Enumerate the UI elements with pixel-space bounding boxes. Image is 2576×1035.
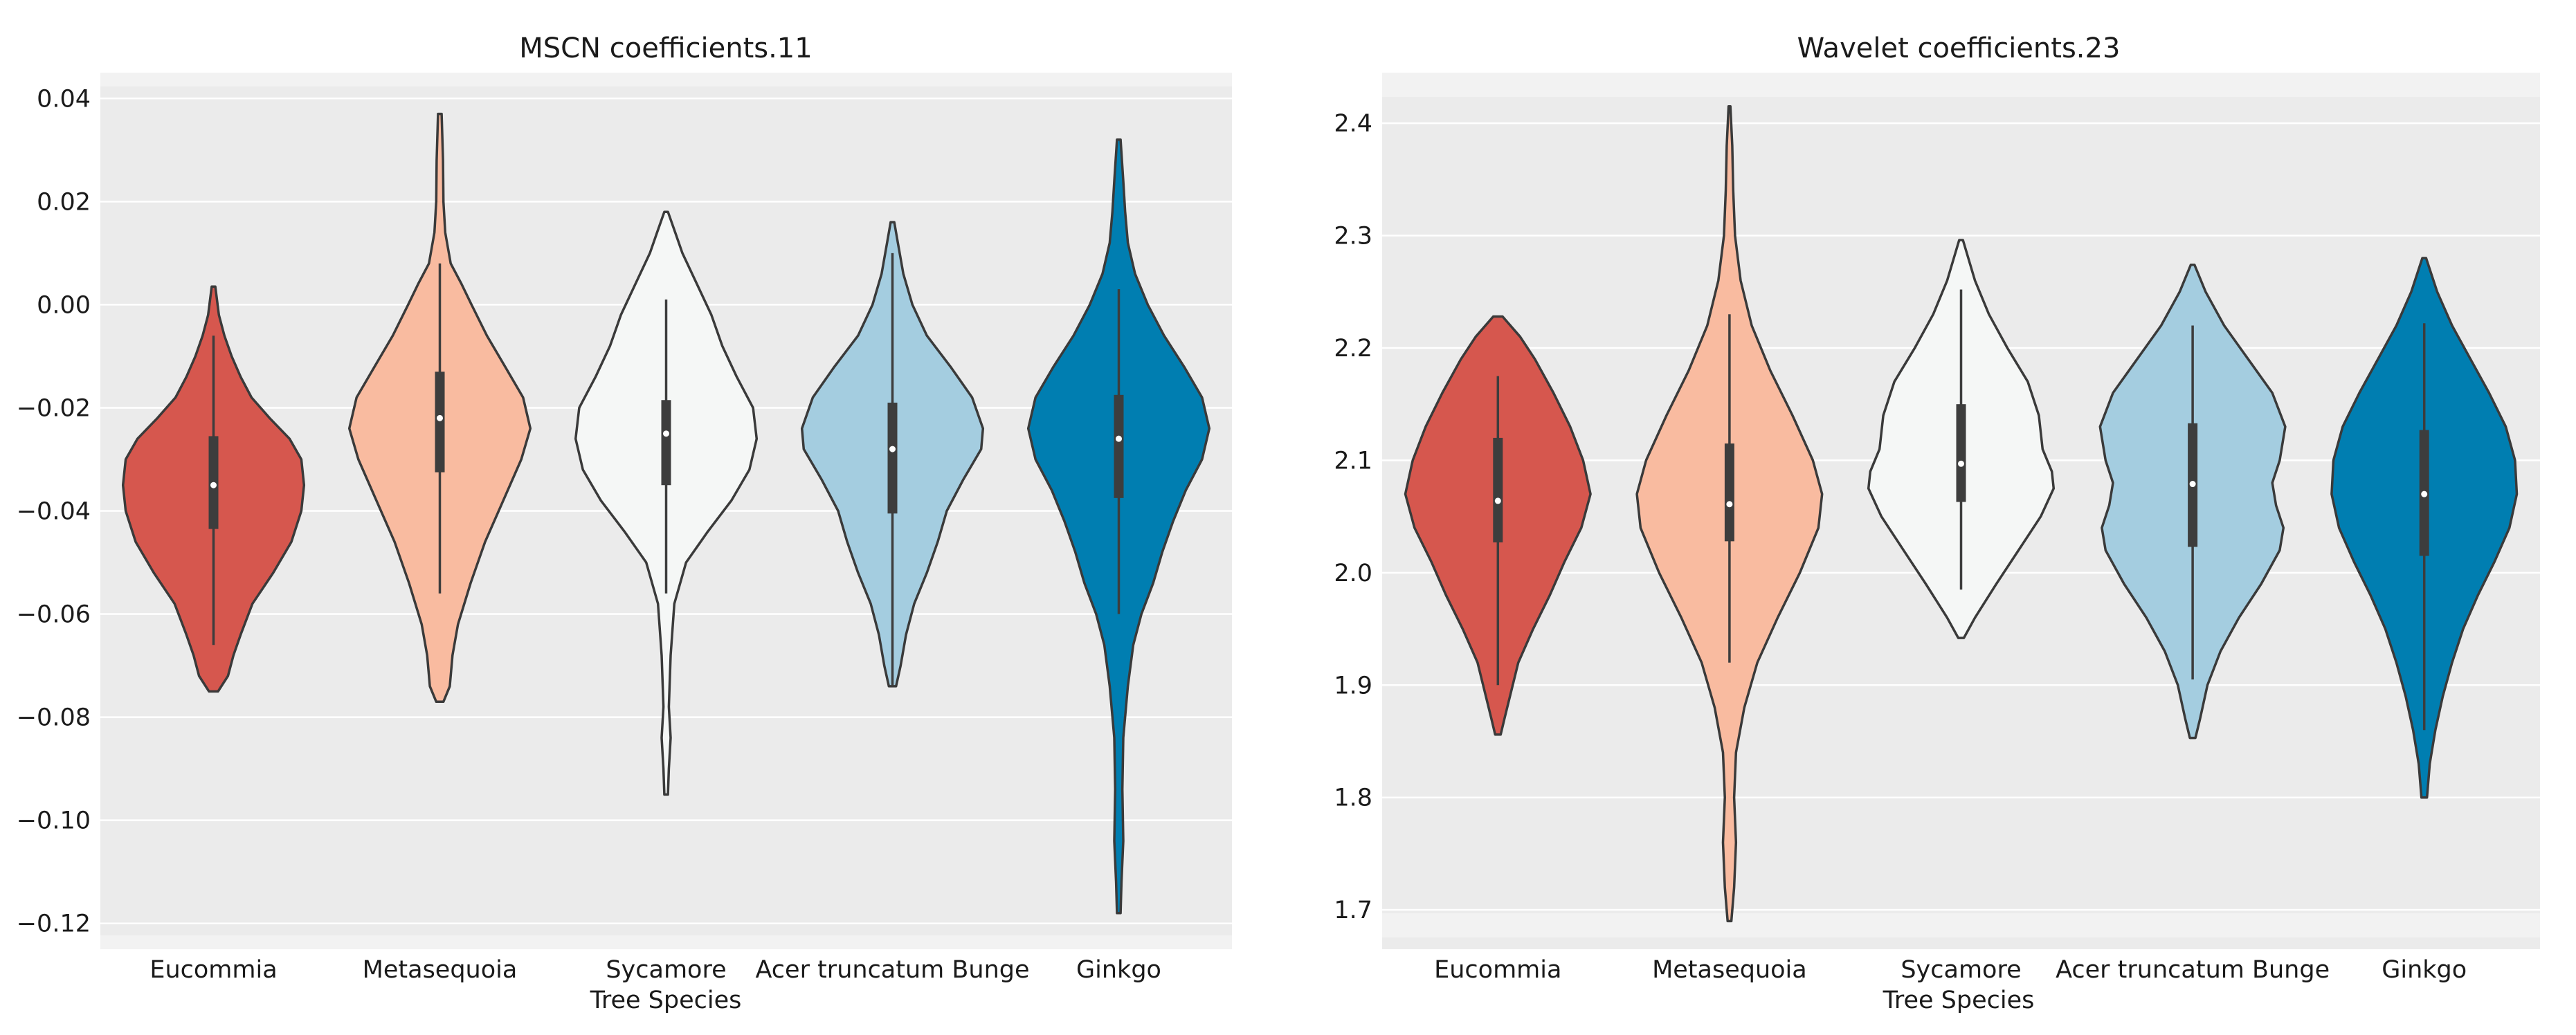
- plot-band: [100, 935, 1232, 949]
- violin-sycamore: [1867, 239, 2056, 639]
- x-axis-label: Tree Species: [590, 987, 742, 1014]
- median-marker: [437, 414, 443, 421]
- x-tick-label: Ginkgo: [1076, 956, 1161, 984]
- iqr-box: [661, 400, 671, 486]
- chart-title: MSCN coefficients.11: [519, 33, 812, 64]
- x-tick-label: Sycamore: [606, 956, 726, 984]
- wavelet-violin-panel: Wavelet coefficients.23 Tree Species 2.4…: [1334, 33, 2540, 1014]
- violin-ginkgo: [1026, 138, 1211, 915]
- y-tick-label: −0.12: [17, 910, 91, 938]
- median-marker: [210, 482, 217, 488]
- mscn-violin-panel: MSCN coefficients.11 Tree Species 0.04 0.…: [17, 33, 1232, 1014]
- y-tick-label: 0.04: [37, 85, 91, 113]
- y-tick-label: 2.2: [1334, 335, 1372, 363]
- violin-eucommia: [121, 285, 306, 693]
- y-tick-label: 0.00: [37, 291, 91, 319]
- plot-band: [1382, 73, 2540, 97]
- y-tick-label: −0.02: [17, 394, 91, 422]
- x-tick-label: Acer truncatum Bunge: [2056, 956, 2330, 984]
- median-marker: [1116, 435, 1122, 442]
- plot-band: [100, 73, 1232, 86]
- median-marker: [2421, 491, 2428, 497]
- violin-ginkgo: [2330, 257, 2519, 799]
- x-tick-label: Ginkgo: [2382, 956, 2467, 984]
- chart-title: Wavelet coefficients.23: [1797, 33, 2121, 64]
- y-tick-label: 0.02: [37, 188, 91, 216]
- x-tick-label: Metasequoia: [363, 956, 518, 984]
- violin-acer-truncatum-bunge: [2098, 264, 2287, 740]
- y-tick-label: −0.04: [17, 498, 91, 526]
- x-tick-label: Acer truncatum Bunge: [755, 956, 1029, 984]
- y-tick-label: 2.4: [1334, 110, 1372, 138]
- x-tick-label: Eucommia: [1434, 956, 1561, 984]
- iqr-box: [1493, 437, 1503, 542]
- median-marker: [663, 430, 669, 437]
- violin-eucommia: [1404, 315, 1592, 736]
- x-tick-label: Eucommia: [149, 956, 277, 984]
- iqr-box: [435, 372, 445, 473]
- y-tick-label: 1.8: [1334, 785, 1372, 812]
- violin-acer-truncatum-bunge: [800, 221, 985, 688]
- median-marker: [1958, 460, 1964, 467]
- median-marker: [2189, 481, 2196, 488]
- y-tick-label: 1.9: [1334, 672, 1372, 699]
- median-marker: [889, 446, 896, 452]
- violin-metasequoia: [347, 112, 532, 704]
- y-tick-label: −0.10: [17, 807, 91, 835]
- y-tick-label: −0.08: [17, 704, 91, 732]
- violin-metasequoia: [1635, 104, 1824, 923]
- y-tick-label: −0.06: [17, 601, 91, 629]
- iqr-box: [887, 402, 898, 514]
- y-tick-label: 1.7: [1334, 897, 1372, 924]
- violin-sycamore: [574, 210, 759, 796]
- x-tick-label: Sycamore: [1901, 956, 2021, 984]
- iqr-box: [1724, 443, 1734, 542]
- median-marker: [1726, 501, 1733, 508]
- y-tick-label: 2.1: [1334, 447, 1372, 475]
- x-tick-label: Metasequoia: [1652, 956, 1807, 984]
- y-tick-label: 2.0: [1334, 560, 1372, 587]
- iqr-box: [1956, 404, 1966, 502]
- x-axis-label: Tree Species: [1883, 987, 2035, 1014]
- iqr-box: [1114, 394, 1124, 498]
- median-marker: [1494, 497, 1501, 504]
- y-tick-label: 2.3: [1334, 223, 1372, 250]
- plot-band: [1382, 913, 2540, 937]
